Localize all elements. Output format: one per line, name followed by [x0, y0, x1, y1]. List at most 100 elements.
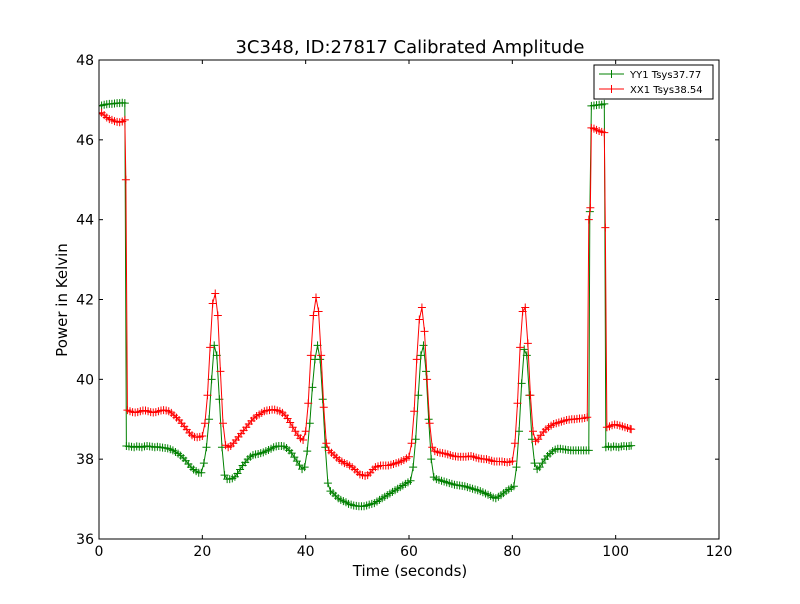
- data-point: [306, 351, 315, 360]
- data-point: [423, 375, 432, 384]
- y-tick-label: 40: [76, 372, 94, 388]
- data-point: [314, 307, 323, 316]
- series-2: [99, 108, 636, 480]
- data-point: [530, 459, 539, 468]
- legend-label: YY1 Tsys37.77: [629, 70, 701, 81]
- data-point: [586, 203, 595, 212]
- x-tick-label: 80: [503, 544, 521, 560]
- data-point: [526, 391, 535, 400]
- data-point: [198, 432, 207, 441]
- data-point: [200, 419, 209, 428]
- data-point: [515, 427, 524, 436]
- data-point: [414, 391, 423, 400]
- legend-box: [593, 64, 714, 100]
- data-point: [286, 418, 295, 427]
- data-point: [208, 299, 217, 308]
- data-point: [600, 99, 609, 108]
- data-point: [584, 215, 593, 224]
- data-point: [322, 439, 331, 448]
- data-point: [202, 443, 211, 452]
- axes: 0 20 40 60 80 100 120 36 38 40 42 44 46 48: [76, 53, 732, 560]
- data-point: [529, 427, 537, 436]
- data-point: [419, 341, 428, 350]
- data-point: [120, 115, 129, 124]
- data-point: [584, 446, 593, 455]
- y-tick-label: 38: [76, 452, 94, 468]
- data-point: [406, 476, 415, 485]
- data-point: [319, 403, 328, 412]
- data-point: [205, 415, 214, 424]
- legend-marker: [607, 85, 616, 93]
- data-point: [199, 459, 208, 468]
- x-tick-label: 0: [95, 544, 104, 560]
- legend-label: XX1 Tsys38.54: [630, 85, 703, 96]
- data-point: [305, 419, 314, 428]
- data-point: [510, 439, 519, 448]
- data-point: [601, 223, 610, 232]
- y-tick-label: 48: [76, 53, 94, 69]
- data-point: [420, 327, 429, 336]
- data-point: [309, 311, 318, 320]
- y-axis-label: Power in Kelvin: [53, 243, 71, 357]
- legend: YY1 Tsys37.77 XX1 Tsys38.54: [593, 64, 714, 100]
- data-point: [517, 379, 526, 388]
- data-point: [197, 468, 206, 477]
- data-point: [304, 399, 313, 408]
- data-point: [299, 436, 308, 445]
- data-point: [318, 395, 327, 404]
- data-point: [627, 441, 636, 450]
- data-point: [211, 289, 220, 298]
- legend-marker: [607, 70, 616, 78]
- legend-item: XX1 Tsys38.54: [599, 85, 703, 96]
- data-point: [521, 303, 530, 312]
- x-tick-label: 40: [297, 544, 315, 560]
- data-point: [409, 463, 418, 472]
- legend-item: YY1 Tsys37.77: [599, 70, 701, 81]
- x-tick-label: 60: [400, 544, 418, 560]
- data-point: [522, 351, 531, 360]
- data-point: [416, 351, 425, 360]
- y-tick-label: 44: [76, 213, 94, 229]
- x-axis-label: Time (seconds): [352, 562, 468, 580]
- data-point: [219, 419, 227, 428]
- data-point: [317, 351, 326, 360]
- data-point: [412, 355, 421, 364]
- plot-area: [99, 98, 636, 511]
- x-tick-label: 120: [706, 544, 733, 560]
- data-point: [410, 407, 419, 416]
- data-point: [411, 435, 420, 444]
- data-point: [303, 447, 312, 456]
- data-point: [512, 463, 521, 472]
- data-point: [516, 343, 525, 352]
- data-point: [508, 457, 517, 466]
- data-point: [301, 427, 310, 436]
- data-point: [627, 425, 636, 434]
- chart-title: 3C348, ID:27817 Calibrated Amplitude: [235, 37, 584, 58]
- data-point: [210, 341, 219, 350]
- data-point: [509, 482, 518, 491]
- data-point: [424, 415, 433, 424]
- data-point: [323, 479, 332, 488]
- data-point: [415, 315, 424, 324]
- data-point: [312, 293, 320, 302]
- y-tick-label: 46: [76, 133, 94, 149]
- data-point: [207, 375, 216, 384]
- data-point: [216, 367, 225, 376]
- data-point: [405, 452, 413, 461]
- data-point: [203, 391, 212, 400]
- x-tick-label: 20: [193, 544, 211, 560]
- data-point: [513, 399, 522, 408]
- data-point: [120, 99, 129, 108]
- series-1: [99, 98, 636, 511]
- data-point: [316, 355, 325, 364]
- data-point: [583, 413, 592, 422]
- data-point: [206, 343, 215, 352]
- data-point: [417, 303, 426, 312]
- data-point: [425, 419, 434, 428]
- series-line: [99, 102, 632, 507]
- y-tick-label: 42: [76, 293, 94, 309]
- data-point: [427, 455, 436, 464]
- data-point: [213, 311, 222, 320]
